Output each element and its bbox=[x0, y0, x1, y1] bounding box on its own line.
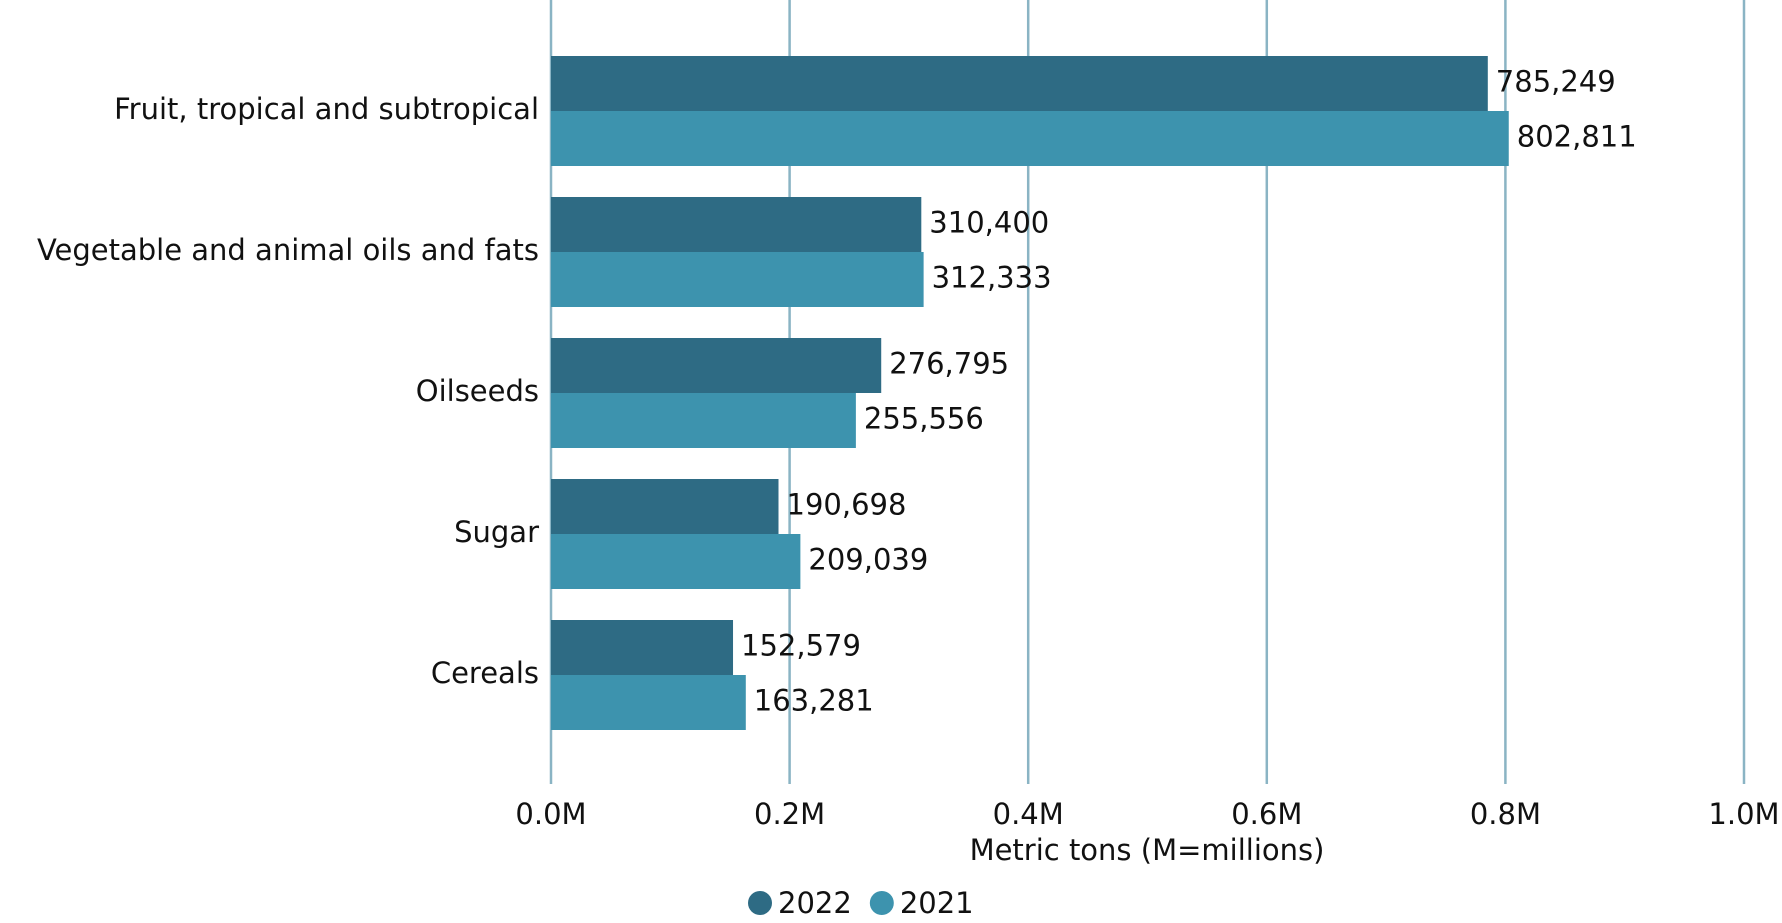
y-tick-label: Vegetable and animal oils and fats bbox=[37, 233, 539, 267]
bar bbox=[551, 479, 779, 534]
y-tick-label: Fruit, tropical and subtropical bbox=[114, 92, 539, 126]
legend-label: 2022 bbox=[778, 886, 852, 920]
data-label: 255,556 bbox=[864, 402, 984, 436]
data-label: 802,811 bbox=[1517, 120, 1637, 154]
x-tick-label: 0.0M bbox=[515, 797, 586, 831]
bar bbox=[551, 197, 922, 252]
bar bbox=[551, 111, 1509, 166]
data-label: 209,039 bbox=[808, 543, 928, 577]
bar bbox=[551, 675, 746, 730]
legend-swatch bbox=[748, 891, 772, 915]
bar bbox=[551, 338, 882, 393]
x-tick-label: 0.4M bbox=[993, 797, 1064, 831]
x-tick-label: 0.8M bbox=[1470, 797, 1541, 831]
data-label: 163,281 bbox=[754, 684, 874, 718]
x-tick-label: 0.6M bbox=[1231, 797, 1302, 831]
y-tick-label: Oilseeds bbox=[416, 374, 539, 408]
legend-label: 2021 bbox=[900, 886, 974, 920]
data-label: 152,579 bbox=[741, 629, 861, 663]
bar bbox=[551, 620, 734, 675]
data-label: 190,698 bbox=[787, 488, 907, 522]
data-label: 310,400 bbox=[929, 206, 1049, 240]
legend-swatch bbox=[869, 891, 894, 915]
x-axis-label: Metric tons (M=millions) bbox=[970, 833, 1325, 867]
bar bbox=[551, 534, 801, 589]
data-label: 312,333 bbox=[932, 261, 1052, 295]
x-tick-label: 0.2M bbox=[754, 797, 825, 831]
bar bbox=[551, 56, 1488, 111]
data-label: 785,249 bbox=[1496, 65, 1616, 99]
bar bbox=[551, 393, 856, 448]
y-tick-label: Cereals bbox=[431, 656, 539, 690]
data-label: 276,795 bbox=[889, 347, 1009, 381]
y-tick-label: Sugar bbox=[454, 515, 539, 549]
bar bbox=[551, 252, 924, 307]
x-tick-label: 1.0M bbox=[1708, 797, 1779, 831]
